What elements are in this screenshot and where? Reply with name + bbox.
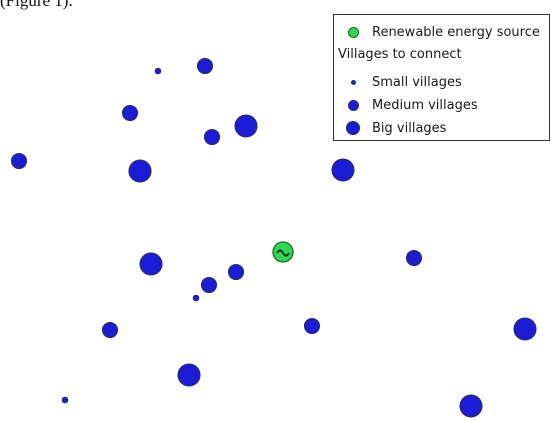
legend-label-small-villages: Small villages xyxy=(372,74,462,90)
big-village-marker[interactable] xyxy=(459,394,483,418)
legend-heading: Villages to connect xyxy=(338,47,462,62)
legend-label-renewable-source: Renewable energy source xyxy=(372,24,540,40)
big-village-marker[interactable] xyxy=(139,252,163,276)
medium-village-marker[interactable] xyxy=(10,152,28,170)
legend-item-small-villages: Small villages xyxy=(334,71,462,93)
medium-village-marker[interactable] xyxy=(196,57,214,75)
renewable-source-icon[interactable] xyxy=(272,241,294,263)
medium-village-marker[interactable] xyxy=(303,317,321,335)
medium-village-marker[interactable] xyxy=(200,276,218,294)
big-village-marker[interactable] xyxy=(513,317,537,341)
map-legend: Renewable energy source Villages to conn… xyxy=(333,14,550,141)
big-village-marker[interactable] xyxy=(177,363,201,387)
small-village-marker[interactable] xyxy=(192,294,200,302)
legend-item-medium-villages: Medium villages xyxy=(334,94,478,116)
figure-caption: (Figure 1). xyxy=(0,0,73,10)
big-village-legend-icon xyxy=(346,121,360,135)
small-village-legend-icon xyxy=(350,79,356,85)
medium-village-marker[interactable] xyxy=(121,104,139,122)
medium-village-marker[interactable] xyxy=(227,263,245,281)
legend-item-renewable-source: Renewable energy source xyxy=(334,21,540,43)
legend-label-medium-villages: Medium villages xyxy=(372,97,478,113)
small-village-marker[interactable] xyxy=(154,67,162,75)
medium-village-marker[interactable] xyxy=(203,128,221,146)
medium-village-marker[interactable] xyxy=(405,249,423,267)
big-village-marker[interactable] xyxy=(128,159,152,183)
renewable-source-legend-icon xyxy=(347,26,359,38)
small-village-marker[interactable] xyxy=(61,396,69,404)
legend-label-big-villages: Big villages xyxy=(372,120,447,136)
renewable-source-wave xyxy=(276,249,290,257)
big-village-marker[interactable] xyxy=(234,114,258,138)
legend-item-big-villages: Big villages xyxy=(334,117,446,139)
medium-village-marker[interactable] xyxy=(101,321,119,339)
villages-layer xyxy=(10,57,537,418)
medium-village-legend-icon xyxy=(347,99,359,111)
big-village-marker[interactable] xyxy=(331,158,355,182)
